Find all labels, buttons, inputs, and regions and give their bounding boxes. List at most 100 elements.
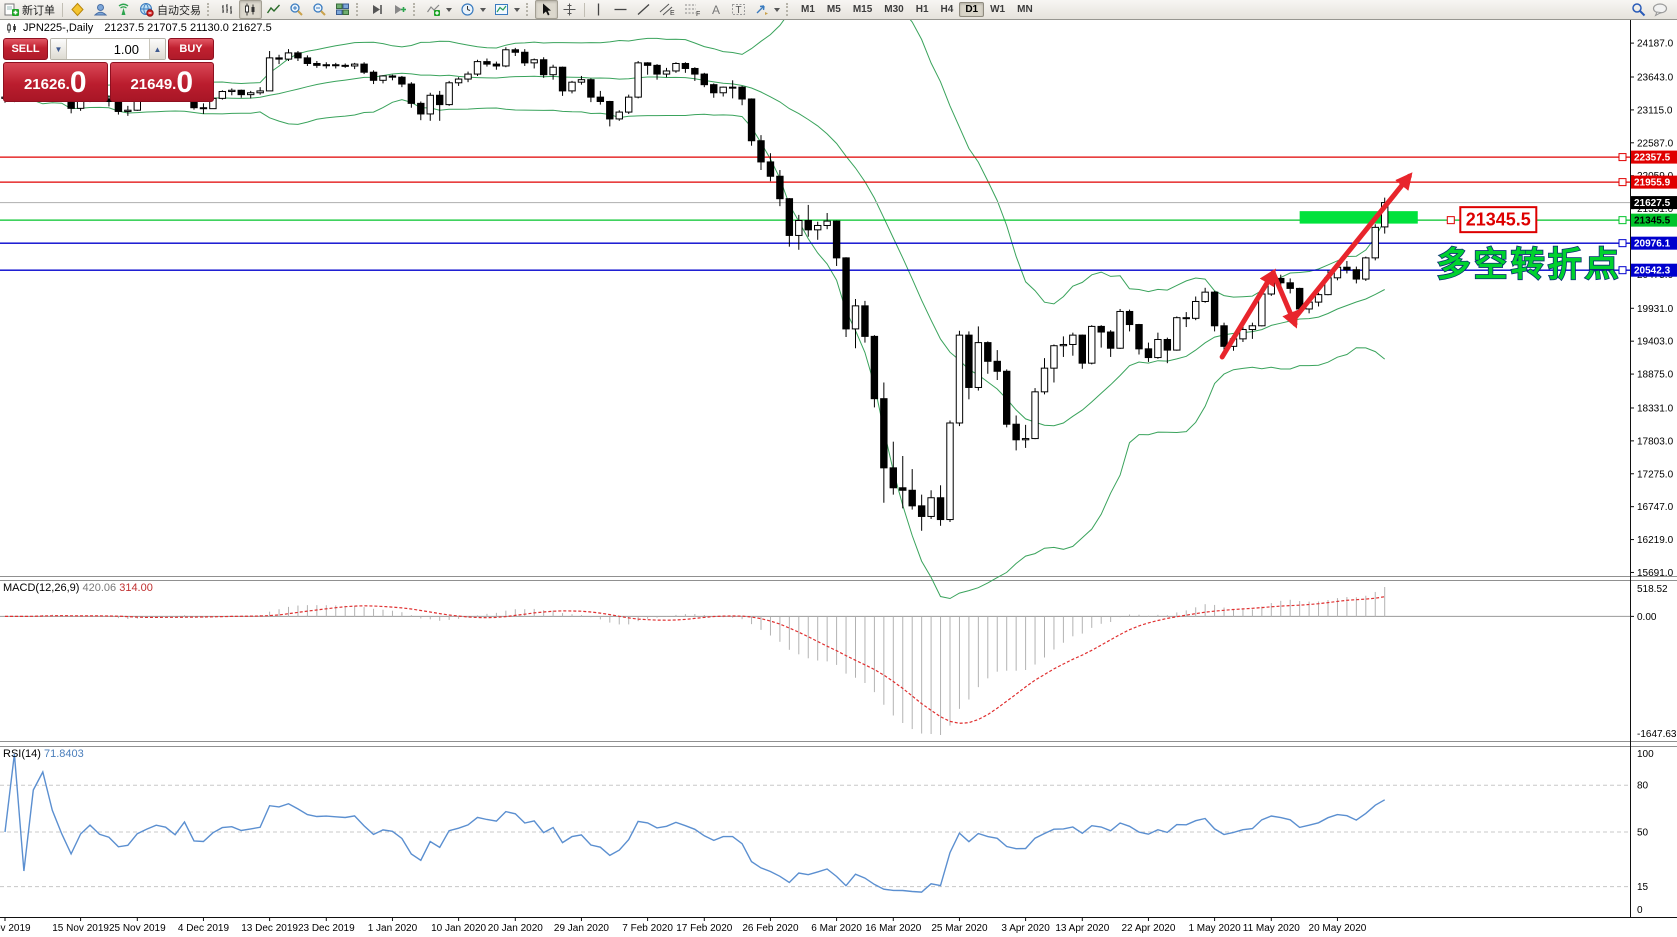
tab-timeframe-d1[interactable]: D1 <box>959 2 985 17</box>
market-button[interactable] <box>66 0 89 19</box>
svg-text:F: F <box>696 11 700 17</box>
candle-body <box>700 73 708 86</box>
crosshair-icon <box>563 3 576 16</box>
tab-timeframe-m1[interactable]: M1 <box>801 4 815 15</box>
vertical-line-button[interactable] <box>588 0 609 19</box>
bid-integer: 21626 <box>23 76 66 93</box>
horizontal-line-button[interactable] <box>609 0 632 19</box>
sell-button[interactable]: SELL <box>3 38 48 60</box>
autotrade-button[interactable]: 自动交易 <box>135 0 205 19</box>
chart-shift-button[interactable] <box>388 0 411 19</box>
candle-body <box>341 64 349 67</box>
level-handle <box>1618 266 1627 275</box>
scroll-to-end-button[interactable] <box>365 0 388 19</box>
tab-timeframe-w1[interactable]: W1 <box>990 4 1006 15</box>
zoom-out-button[interactable] <box>308 0 331 19</box>
candle <box>955 330 964 427</box>
add-indicator-button[interactable] <box>422 0 456 19</box>
candle-body <box>1088 325 1096 364</box>
candle-body <box>681 62 690 69</box>
autotrade-label: 自动交易 <box>157 4 201 17</box>
candle <box>870 335 879 408</box>
zoom-in-button[interactable] <box>285 0 308 19</box>
profile-button[interactable] <box>89 0 112 19</box>
dropdown-caret <box>446 7 452 12</box>
candle <box>464 71 472 83</box>
candle-body <box>1003 370 1011 425</box>
candle-body <box>237 89 245 96</box>
ask-integer: 21649 <box>130 76 173 93</box>
candle <box>341 63 349 68</box>
trendline-button[interactable] <box>632 0 655 19</box>
macd-signal-value: 314.00 <box>119 582 153 594</box>
tab-timeframe-m5[interactable]: M5 <box>826 4 841 15</box>
add-indicator-icon <box>427 4 440 16</box>
candle <box>936 485 945 526</box>
candle <box>1239 326 1247 342</box>
crosshair-button[interactable] <box>558 0 581 19</box>
candle <box>568 80 576 94</box>
cursor-button[interactable] <box>535 0 558 19</box>
tab-timeframe-h4[interactable]: H4 <box>940 4 954 15</box>
candle <box>747 98 756 146</box>
text-button[interactable]: A <box>705 0 727 19</box>
candle-body <box>577 79 586 83</box>
price-tick-label: 19931.0 <box>1637 304 1674 315</box>
buy-button[interactable]: BUY <box>168 38 214 60</box>
macd-axis-label: -1647.63 <box>1637 729 1677 740</box>
price-tag-handle <box>1446 216 1455 225</box>
candlestick-chart-button[interactable] <box>239 0 262 19</box>
price-level-label <box>1631 175 1677 189</box>
candle-body <box>899 487 907 491</box>
candle <box>719 86 727 97</box>
candle-body <box>719 86 727 94</box>
cursor-arrow-icon <box>543 3 551 16</box>
date-tick-label: 20 Jan 2020 <box>488 923 543 934</box>
candle-body <box>1343 266 1351 271</box>
date-tick-label: 3 Apr 2020 <box>1001 923 1050 934</box>
volume-decrease-button[interactable]: ▼ <box>51 39 67 59</box>
candle <box>265 51 274 92</box>
arrows-button[interactable] <box>750 0 784 19</box>
tab-timeframe-m15[interactable]: M15 <box>852 4 873 15</box>
price-tick-label: 21531.0 <box>1637 204 1674 215</box>
candle <box>1078 334 1086 369</box>
dropdown-caret <box>480 7 486 12</box>
price-level-label-text: 21955.9 <box>1634 178 1671 189</box>
candle <box>1031 388 1039 440</box>
chat-icon[interactable] <box>1652 2 1669 17</box>
date-tick-label: 15 Nov 2019 <box>52 923 109 934</box>
new-order-button[interactable]: 新订单 <box>0 0 59 19</box>
candle <box>606 100 614 127</box>
fibonacci-button[interactable]: F <box>680 0 705 19</box>
horizontal-line-icon <box>614 8 627 11</box>
tab-timeframe-h1[interactable]: H1 <box>915 4 929 15</box>
tab-timeframe-mn[interactable]: MN <box>1017 4 1033 15</box>
channel-button[interactable]: E <box>655 0 680 19</box>
candle-body <box>1050 345 1058 369</box>
candle-body <box>350 63 359 67</box>
text-label-icon: T <box>732 4 745 16</box>
ask-price-display[interactable]: 21649. 0 <box>109 62 214 102</box>
candles-layer <box>1 47 1389 531</box>
periods-button[interactable] <box>456 0 490 19</box>
signals-button[interactable] <box>112 0 135 19</box>
volume-increase-button[interactable]: ▲ <box>149 39 165 59</box>
candle <box>908 469 916 510</box>
tile-windows-button[interactable] <box>331 0 354 19</box>
candle <box>577 75 586 85</box>
zoom-in-icon <box>290 3 303 16</box>
search-icon[interactable] <box>1631 2 1646 17</box>
candle <box>1371 224 1379 261</box>
candle <box>436 90 444 121</box>
candle-body <box>426 94 434 115</box>
candle <box>832 220 841 266</box>
bid-price-display[interactable]: 21626. 0 <box>3 62 108 102</box>
volume-input[interactable]: 1.00 <box>113 41 139 57</box>
bar-chart-button[interactable] <box>216 0 239 19</box>
tab-timeframe-m30[interactable]: M30 <box>884 4 904 15</box>
text-label-button[interactable]: T <box>727 0 750 19</box>
line-chart-button[interactable] <box>262 0 285 19</box>
templates-button[interactable] <box>490 0 524 19</box>
